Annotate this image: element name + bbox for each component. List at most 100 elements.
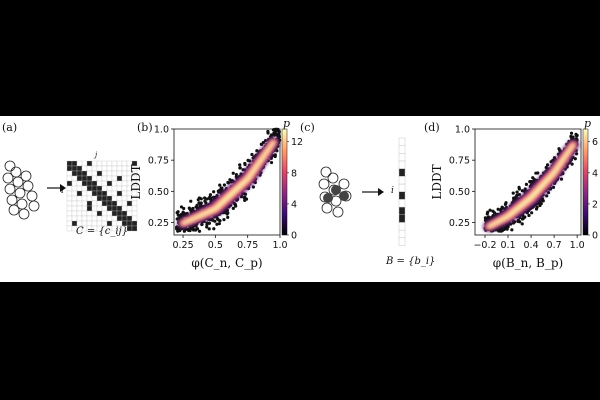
x-tick-label: 0.5: [208, 240, 223, 251]
colorbar-label: p: [283, 117, 290, 130]
matrix-cell: [81, 195, 88, 202]
x-axis-label: φ(C_n, C_p): [191, 256, 262, 270]
y-tick-label: 1.0: [455, 125, 470, 136]
matrix-cell: [66, 160, 73, 167]
matrix-cell: [96, 205, 103, 212]
data-point: [545, 194, 549, 198]
data-point: [231, 171, 235, 175]
matrix-cell: [66, 180, 73, 187]
vector-cell: [398, 206, 406, 216]
data-point: [176, 229, 180, 233]
x-tick-label: 0.75: [237, 240, 258, 251]
matrix-cell: [121, 185, 128, 192]
data-point: [209, 196, 213, 200]
data-point: [505, 223, 509, 228]
matrix-cell: [81, 165, 88, 172]
y-axis-label: LDDT: [430, 164, 444, 199]
colorbar-tick-label: 12: [291, 137, 303, 148]
data-point: [233, 203, 237, 207]
data-point: [268, 135, 273, 139]
matrix-cell: [76, 165, 83, 172]
matrix-cell: [101, 160, 108, 167]
matrix-cell: [101, 175, 108, 182]
matrix-cell: [106, 210, 113, 217]
matrix-cell: [121, 165, 128, 172]
vector-cell: [398, 153, 406, 162]
data-point: [511, 191, 515, 195]
matrix-cell: [101, 210, 108, 217]
colorbar-tick-label: 4: [592, 168, 598, 179]
data-point: [517, 187, 521, 191]
data-point: [205, 225, 209, 229]
data-point: [527, 213, 531, 218]
x-tick-label: 0.25: [172, 240, 193, 251]
matrix-cell: [131, 200, 138, 207]
matrix-cell: [71, 205, 78, 212]
data-point: [258, 173, 262, 177]
matrix-cell: [131, 210, 138, 217]
matrix-cell: [71, 210, 78, 217]
matrix-cell: [121, 215, 128, 222]
matrix-cell: [106, 195, 113, 202]
data-point: [269, 160, 274, 165]
matrix-cell: [71, 180, 78, 187]
data-point: [246, 158, 250, 163]
data-point: [205, 197, 209, 201]
data-point: [189, 199, 193, 203]
data-point: [515, 190, 519, 194]
protein-chain-icon-c: [318, 166, 352, 218]
matrix-cell: [66, 210, 73, 217]
colorbar-tick-label: 4: [291, 199, 297, 210]
vector-cell: [398, 183, 406, 192]
y-tick-label: 0.25: [148, 218, 169, 229]
data-point: [186, 228, 191, 232]
data-point: [238, 163, 242, 167]
data-point: [222, 183, 227, 187]
matrix-cell: [86, 170, 93, 177]
data-point: [494, 228, 498, 232]
data-point: [496, 227, 501, 231]
colorbar-tick-label: 2: [592, 199, 598, 210]
matrix-cell: [96, 160, 103, 167]
vector-cell: [398, 237, 406, 246]
matrix-cell: [76, 170, 83, 177]
data-point: [217, 190, 221, 194]
matrix-cell: [111, 170, 118, 177]
matrix-cell: [111, 205, 118, 212]
data-point: [521, 216, 525, 221]
matrix-cell: [106, 175, 113, 182]
data-point: [179, 205, 184, 209]
x-tick-label: 0.4: [524, 240, 539, 251]
matrix-cell: [121, 160, 128, 167]
matrix-cell: [106, 215, 113, 222]
matrix-cell: [111, 195, 118, 202]
matrix-cell: [101, 205, 108, 212]
matrix-cell: [126, 200, 133, 207]
y-axis-label: LDDT: [129, 164, 143, 199]
data-point: [199, 201, 203, 205]
data-point: [176, 213, 180, 217]
x-tick-label: 0.1: [500, 240, 515, 251]
data-point: [261, 140, 266, 145]
vector-cell: [398, 222, 406, 231]
matrix-cell: [96, 165, 103, 172]
matrix-cell: [101, 170, 108, 177]
matrix-cell: [116, 165, 123, 172]
matrix-cell: [76, 180, 83, 187]
matrix-cell: [111, 190, 118, 197]
data-point: [535, 205, 539, 209]
data-point: [492, 211, 497, 215]
data-point: [194, 224, 198, 228]
matrix-cell: [101, 180, 108, 187]
data-point: [243, 161, 247, 166]
matrix-cell: [121, 195, 128, 202]
x-tick-label: 1.0: [272, 240, 287, 251]
data-point: [523, 187, 527, 191]
density-layer: [181, 140, 276, 225]
matrix-cell: [116, 200, 123, 207]
data-point: [486, 210, 490, 214]
matrix-cell: [76, 190, 83, 197]
colorbar-label: p: [584, 117, 591, 130]
data-point: [558, 148, 562, 153]
matrix-cell: [121, 175, 128, 182]
